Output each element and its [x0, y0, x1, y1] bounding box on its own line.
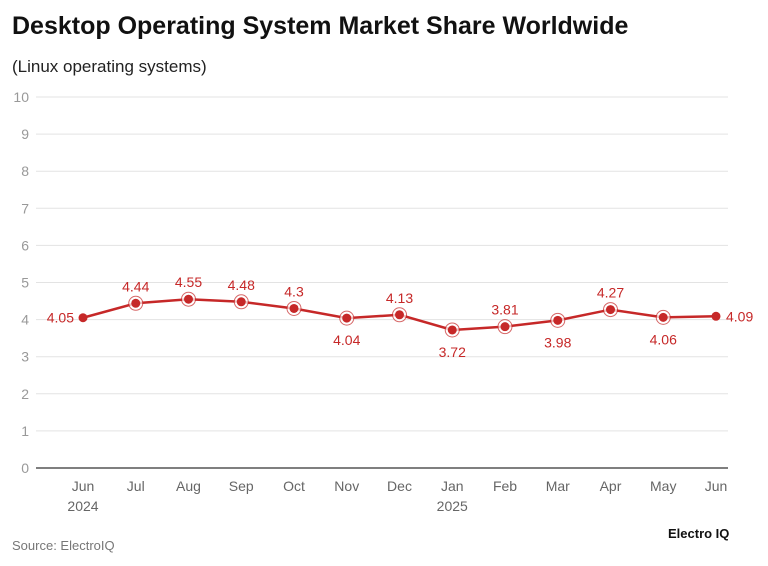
- data-label: 4.44: [122, 278, 149, 294]
- data-label: 4.05: [47, 310, 74, 326]
- data-point: [131, 298, 141, 308]
- y-tick-label: 3: [21, 349, 29, 365]
- x-tick-label: Sep: [229, 478, 254, 494]
- y-tick-label: 2: [21, 386, 29, 402]
- x-tick-label: Aug: [176, 478, 201, 494]
- y-tick-label: 5: [21, 275, 29, 291]
- data-label: 4.09: [726, 308, 753, 324]
- x-tick-label: Apr: [600, 478, 622, 494]
- y-tick-label: 1: [21, 423, 29, 439]
- data-point: [500, 322, 510, 332]
- x-tick-label: May: [650, 478, 676, 494]
- electro-iq-logo: Electro IQ: [668, 526, 730, 541]
- data-label: 3.81: [491, 302, 518, 318]
- data-point: [395, 310, 404, 320]
- data-label: 4.55: [175, 274, 202, 290]
- data-label: 4.48: [228, 277, 255, 293]
- data-point: [553, 315, 563, 325]
- x-tick-label: Nov: [334, 478, 359, 494]
- data-point: [606, 305, 615, 315]
- x-tick-label: Jan: [441, 478, 464, 494]
- data-label: 3.72: [439, 344, 466, 360]
- data-label: 4.27: [597, 285, 624, 301]
- x-tick-label: Feb: [493, 478, 517, 494]
- x-tick-label: 2025: [437, 498, 468, 514]
- data-label: 4.13: [386, 290, 413, 306]
- x-tick-label: Jun: [705, 478, 728, 494]
- data-label: 4.3: [284, 283, 304, 299]
- chart-title: Desktop Operating System Market Share Wo…: [12, 12, 629, 40]
- x-tick-label: Jun: [72, 478, 95, 494]
- chart-subtitle: (Linux operating systems): [12, 57, 207, 76]
- data-label: 3.98: [544, 334, 571, 350]
- y-tick-label: 6: [21, 237, 29, 253]
- data-label: 4.04: [333, 332, 360, 348]
- data-point: [711, 311, 721, 321]
- data-point: [447, 325, 457, 335]
- source-note: Source: ElectroIQ: [12, 538, 115, 553]
- y-tick-label: 0: [21, 460, 29, 476]
- data-point: [236, 297, 246, 307]
- data-point: [184, 294, 193, 304]
- y-tick-label: 4: [21, 312, 29, 328]
- data-point: [658, 312, 668, 322]
- x-tick-label: Oct: [283, 478, 305, 494]
- x-tick-label: 2024: [67, 498, 98, 514]
- x-tick-label: Mar: [546, 478, 570, 494]
- data-label: 4.06: [650, 331, 677, 347]
- y-tick-label: 8: [21, 163, 29, 179]
- x-tick-label: Dec: [387, 478, 412, 494]
- y-tick-label: 10: [13, 89, 29, 105]
- y-tick-label: 9: [21, 126, 29, 142]
- y-tick-label: 7: [21, 200, 29, 216]
- x-tick-label: Jul: [127, 478, 145, 494]
- data-point: [78, 313, 88, 323]
- data-point: [342, 313, 352, 323]
- data-point: [289, 303, 299, 313]
